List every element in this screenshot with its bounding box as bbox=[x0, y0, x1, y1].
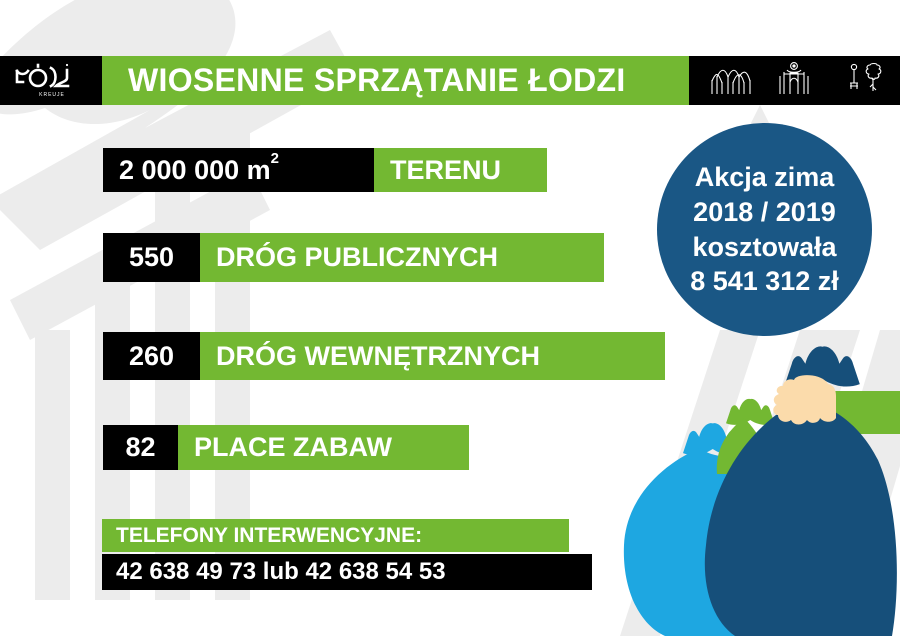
svg-text:KREUJE: KREUJE bbox=[39, 92, 65, 98]
